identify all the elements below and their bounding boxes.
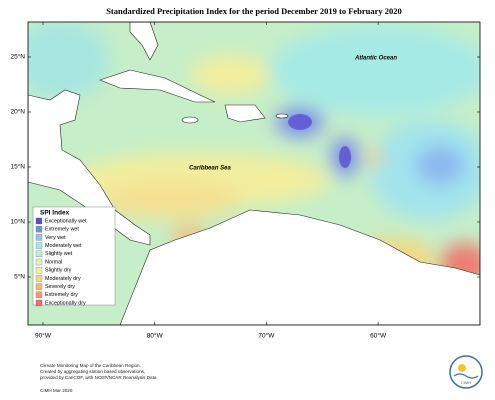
legend: SPI Index Exceptionally wet Extremely wet… xyxy=(32,206,116,307)
lon-label: 70°W xyxy=(258,332,275,340)
place-label: Atlantic Ocean xyxy=(354,56,397,62)
map-title: Standardized Precipitation Index for the… xyxy=(106,6,402,16)
legend-swatch xyxy=(35,242,43,249)
legend-swatch xyxy=(35,291,43,298)
legend-swatch xyxy=(35,267,43,274)
logo xyxy=(449,355,483,389)
lat-label: 10°N xyxy=(10,218,25,226)
map-frame xyxy=(27,21,481,326)
legend-swatch xyxy=(35,226,43,233)
place-label: Caribbean Sea xyxy=(189,166,231,172)
lon-label: 80°W xyxy=(147,332,164,340)
logo-wave xyxy=(453,373,479,379)
legend-swatch xyxy=(35,217,43,225)
legend-label: Extremely dry xyxy=(45,292,78,298)
legend-title: SPI Index xyxy=(40,210,70,217)
legend-swatch xyxy=(35,283,43,290)
logo-sun xyxy=(458,364,466,372)
lon-label: 60°W xyxy=(370,332,387,340)
legend-swatch xyxy=(35,250,43,257)
legend-swatch xyxy=(35,299,43,307)
footer-credit: CIMH Mar 2020 xyxy=(40,388,73,393)
footer-line: Created by aggregating station based obs… xyxy=(40,369,145,374)
legend-label: Exceptionally wet xyxy=(45,218,87,224)
legend-label: Slightly wet xyxy=(45,251,73,257)
legend-swatch xyxy=(35,258,43,266)
legend-swatch xyxy=(35,234,43,241)
lat-label: 5°N xyxy=(14,273,25,281)
legend-label: Slightly dry xyxy=(45,268,72,274)
footer-note: Climate Monitoring Map of the Caribbean … xyxy=(40,363,158,393)
lat-label: 15°N xyxy=(10,163,25,171)
legend-label: Severely dry xyxy=(45,284,75,290)
legend-label: Exceptionally dry xyxy=(45,300,86,306)
legend-label: Moderately dry xyxy=(45,276,81,282)
lon-label: 90°W xyxy=(35,332,52,340)
lat-label: 20°N xyxy=(10,108,25,116)
footer-line: provided by CariCOF, with NCEP/NCAR Rean… xyxy=(40,375,158,380)
legend-label: Normal xyxy=(45,259,62,265)
lat-label: 25°N xyxy=(10,53,25,61)
footer-line: Climate Monitoring Map of the Caribbean … xyxy=(40,363,141,368)
legend-label: Extremely wet xyxy=(45,227,79,233)
legend-label: Very wet xyxy=(45,235,66,241)
logo-text: CIMH xyxy=(461,380,471,385)
spi-field xyxy=(28,22,480,325)
legend-label: Moderately wet xyxy=(45,243,82,249)
legend-swatch xyxy=(35,275,43,282)
